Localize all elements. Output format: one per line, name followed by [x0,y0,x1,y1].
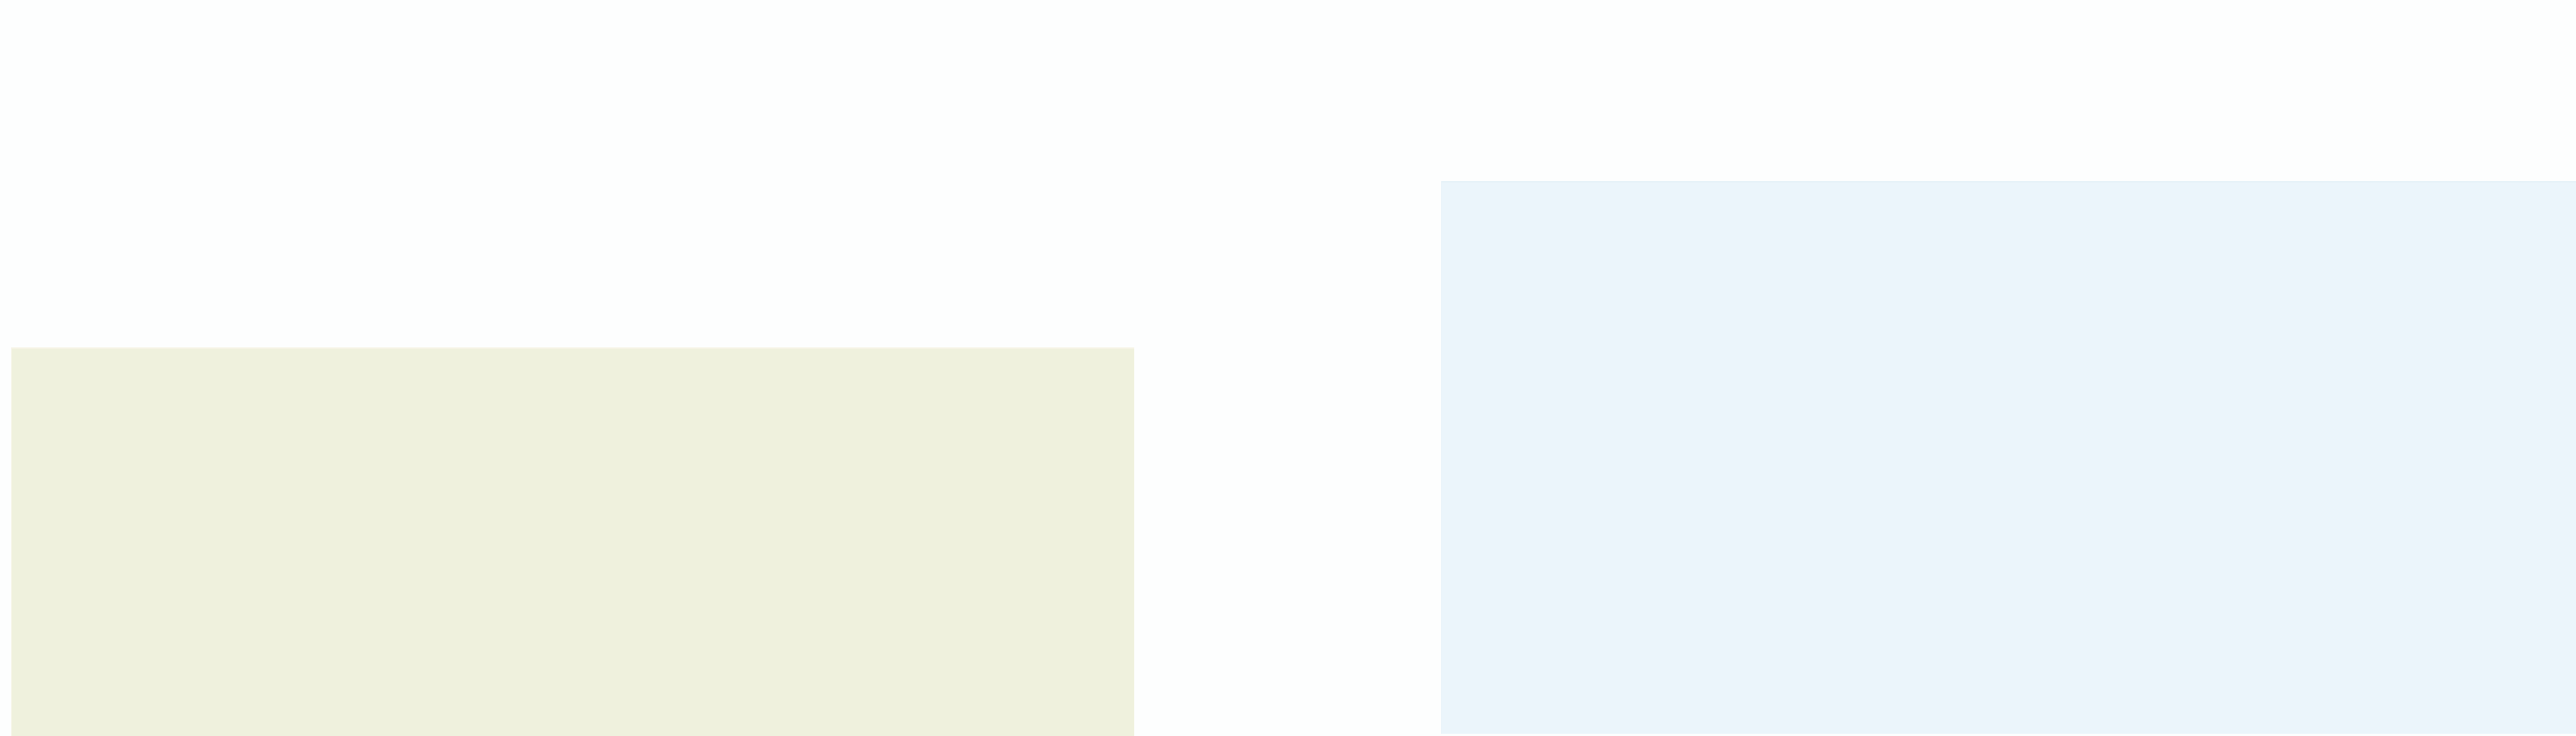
right-panel [1441,181,2576,734]
left-panel [11,347,1134,736]
right-panel-bottom-edge [1441,734,2576,736]
